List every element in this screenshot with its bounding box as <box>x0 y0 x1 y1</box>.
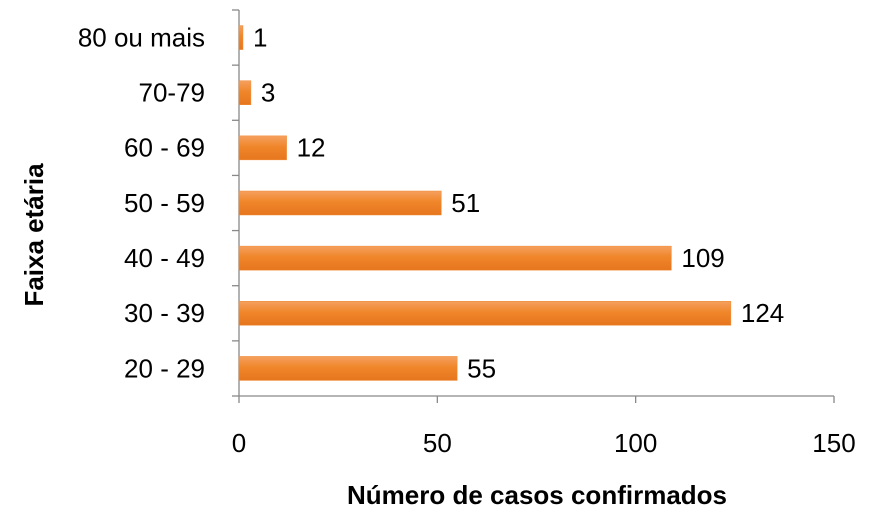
y-tick-label: 30 - 39 <box>124 298 205 328</box>
bar <box>238 245 672 271</box>
y-axis-title: Faixa etária <box>19 163 49 307</box>
bar <box>238 80 252 105</box>
x-tick-label: 100 <box>614 428 657 458</box>
data-label: 3 <box>261 78 275 108</box>
data-label: 109 <box>681 243 724 273</box>
data-label: 12 <box>297 133 326 163</box>
data-label: 1 <box>253 22 267 52</box>
data-label: 51 <box>451 188 480 218</box>
bar <box>238 135 287 161</box>
y-tick-label: 20 - 29 <box>124 353 205 383</box>
bar <box>238 190 442 216</box>
y-tick-label: 50 - 59 <box>124 188 205 218</box>
data-label: 124 <box>741 298 784 328</box>
y-tick-label: 60 - 69 <box>124 133 205 163</box>
y-tick-label: 80 ou mais <box>78 22 205 52</box>
bar <box>238 301 732 326</box>
x-tick-label: 50 <box>423 428 452 458</box>
x-tick-label: 150 <box>812 428 855 458</box>
y-tick-label: 40 - 49 <box>124 243 205 273</box>
data-label: 55 <box>467 353 496 383</box>
bar <box>238 356 458 381</box>
x-tick-label: 0 <box>232 428 246 458</box>
y-tick-label: 70-79 <box>139 78 206 108</box>
x-axis-title: Número de casos confirmados <box>347 480 727 510</box>
bar <box>238 25 244 50</box>
